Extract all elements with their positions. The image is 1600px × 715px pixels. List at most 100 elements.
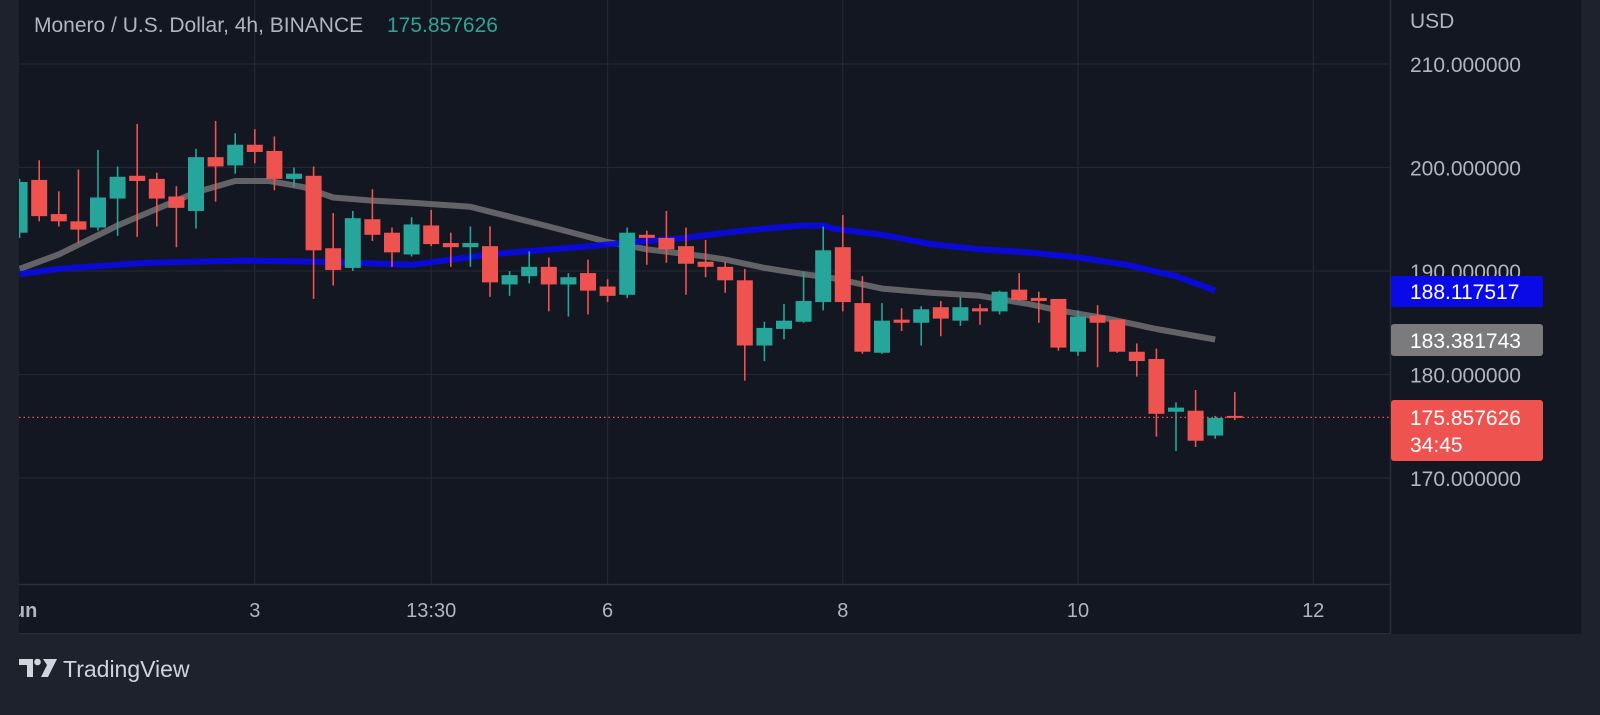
candle-body	[246, 144, 263, 152]
candle-up	[913, 306, 930, 346]
candle-body	[168, 196, 185, 208]
time-tick-label: Jun	[2, 600, 38, 622]
candle-up	[462, 226, 479, 267]
candle-up	[286, 167, 302, 188]
candle-down	[325, 213, 342, 286]
candle-up	[1207, 415, 1224, 439]
candle-up	[991, 290, 1008, 315]
candle-body	[462, 243, 479, 248]
candle-down	[50, 191, 67, 227]
candle-down	[207, 120, 224, 202]
candle-body	[1050, 298, 1067, 348]
candle-down	[717, 261, 734, 293]
candle-body	[952, 307, 969, 321]
candle-down	[736, 268, 753, 381]
candle-body	[580, 273, 596, 291]
candle-up	[874, 303, 890, 354]
candle-down	[364, 189, 381, 241]
candle-body	[227, 144, 244, 166]
candle-body	[658, 237, 675, 250]
candle-body	[1011, 289, 1028, 300]
symbol-title[interactable]: Monero / U.S. Dollar, 4h, BINANCE	[34, 14, 363, 37]
candle-body	[599, 286, 616, 296]
candle-body	[697, 261, 714, 267]
tradingview-logo[interactable]: TradingView	[19, 656, 190, 682]
candle-up	[1168, 402, 1184, 452]
candle-body	[31, 179, 48, 217]
candle-down	[678, 227, 694, 295]
price-tick-label: 170.000000	[1410, 468, 1521, 491]
candle-up	[90, 149, 106, 231]
candle-body	[1089, 315, 1106, 323]
candle-body	[344, 218, 361, 268]
candle-body	[403, 224, 420, 255]
ma-grey-price-label: 183.381743	[1391, 324, 1543, 356]
candle-body	[834, 247, 851, 303]
candle-down	[1030, 291, 1047, 323]
candle-body	[736, 280, 753, 346]
candle-body	[423, 225, 440, 245]
candle-body	[1168, 407, 1184, 412]
candle-body	[972, 308, 988, 312]
candle-body	[619, 232, 636, 295]
candle-down	[1011, 273, 1028, 302]
plot-area[interactable]	[19, 0, 1390, 584]
ma-blue-value: 188.117517	[1410, 281, 1519, 304]
currency-label: USD	[1410, 10, 1454, 33]
candle-up	[188, 148, 204, 229]
candle-up	[795, 272, 812, 323]
candle-body	[1207, 417, 1224, 436]
candle-down	[580, 259, 596, 315]
candle-up	[501, 271, 518, 296]
candle-body	[560, 277, 577, 285]
candle-down	[148, 172, 165, 227]
candle-up	[521, 251, 538, 284]
candle-down	[638, 230, 655, 265]
candle-body	[19, 181, 28, 233]
candle-down	[540, 257, 557, 312]
ma-blue-line	[19, 222, 1217, 294]
candle-down	[423, 209, 440, 247]
last-price-value: 175.857626	[1410, 407, 1521, 430]
candle-body	[756, 327, 773, 346]
candle-body	[109, 176, 126, 199]
candle-body	[678, 246, 694, 264]
bar-countdown: 34:45	[1410, 434, 1463, 457]
candle-body	[188, 157, 204, 211]
price-tick-label: 180.000000	[1410, 365, 1521, 388]
candle-body	[540, 266, 557, 285]
candle-body	[1109, 319, 1126, 352]
candle-down	[1187, 390, 1204, 447]
candle-body	[913, 309, 930, 323]
time-axis[interactable]	[19, 585, 1390, 634]
candle-body	[1030, 297, 1047, 302]
candle-down	[1050, 298, 1067, 351]
candle-body	[286, 173, 302, 179]
time-axis-labels: Jun 3 13:30 6 8 10 12	[2, 600, 1324, 622]
candle-down	[70, 169, 87, 244]
time-tick-label: 3	[249, 600, 260, 622]
candle-down	[1128, 343, 1145, 377]
candle-body	[50, 214, 67, 222]
legend-last-price: 175.857626	[387, 14, 498, 37]
ma-blue-price-label: 188.117517	[1391, 276, 1543, 307]
candle-body	[266, 150, 283, 179]
candle-down	[932, 301, 949, 337]
candle-body	[1128, 351, 1145, 362]
candle-body	[795, 301, 812, 322]
ma-grey-value: 183.381743	[1410, 330, 1521, 353]
candle-body	[991, 291, 1008, 312]
candle-body	[932, 307, 949, 319]
candle-body	[815, 250, 832, 303]
candle-down	[168, 186, 185, 248]
candle-body	[1187, 410, 1204, 441]
price-axis[interactable]	[1391, 0, 1581, 634]
time-tick-label: 12	[1302, 600, 1324, 622]
candle-up	[815, 226, 832, 311]
candle-body	[1070, 316, 1086, 352]
price-tick-label: 200.000000	[1410, 158, 1521, 181]
chart-legend[interactable]: Monero / U.S. Dollar, 4h, BINANCE 175.85…	[34, 14, 498, 37]
candle-body	[442, 243, 459, 248]
candle-up	[756, 321, 773, 362]
